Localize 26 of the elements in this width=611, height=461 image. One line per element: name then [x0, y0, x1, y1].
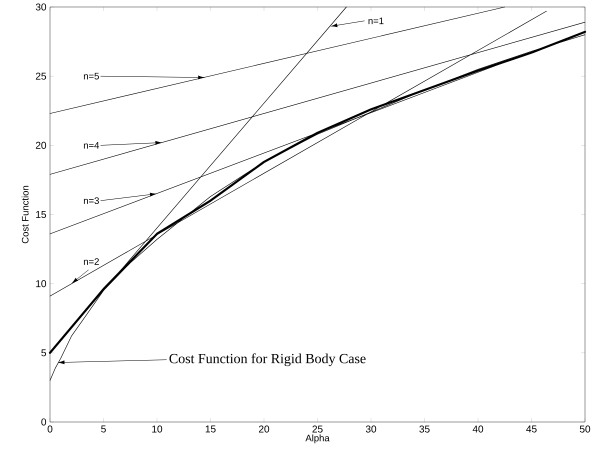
x-tick-label: 20	[258, 426, 270, 433]
y-tick-label: 25	[36, 72, 46, 80]
x-tick-label: 50	[580, 426, 590, 433]
y-tick-label: 20	[36, 142, 46, 149]
annotation: n=3	[84, 197, 99, 204]
x-axis-title: Alpha	[305, 434, 330, 444]
annotation: n=5	[84, 72, 99, 80]
x-tick-label: 45	[526, 426, 537, 432]
annotation: Cost Function for Rigid Body Case	[169, 353, 366, 366]
x-tick-label: 10	[152, 426, 162, 433]
x-tick-label: 30	[366, 426, 376, 433]
y-tick-label: 5	[41, 349, 46, 356]
x-tick-label: 15	[206, 426, 216, 432]
y-tick-label: 10	[36, 280, 46, 288]
annotation: n=1	[368, 18, 384, 24]
annotation: n=4	[84, 142, 100, 149]
y-axis-title: Cost Function	[22, 186, 29, 244]
y-tick-label: 15	[36, 211, 46, 218]
x-tick-label: 40	[472, 426, 484, 433]
x-tick-label: 0	[48, 426, 52, 433]
x-tick-label: 35	[419, 426, 430, 433]
x-tick-label: 5	[101, 426, 106, 432]
annotation: n=2	[84, 258, 99, 265]
y-tick-label: 0	[41, 418, 46, 426]
y-tick-label: 30	[36, 3, 46, 11]
x-tick-label: 25	[312, 426, 323, 433]
